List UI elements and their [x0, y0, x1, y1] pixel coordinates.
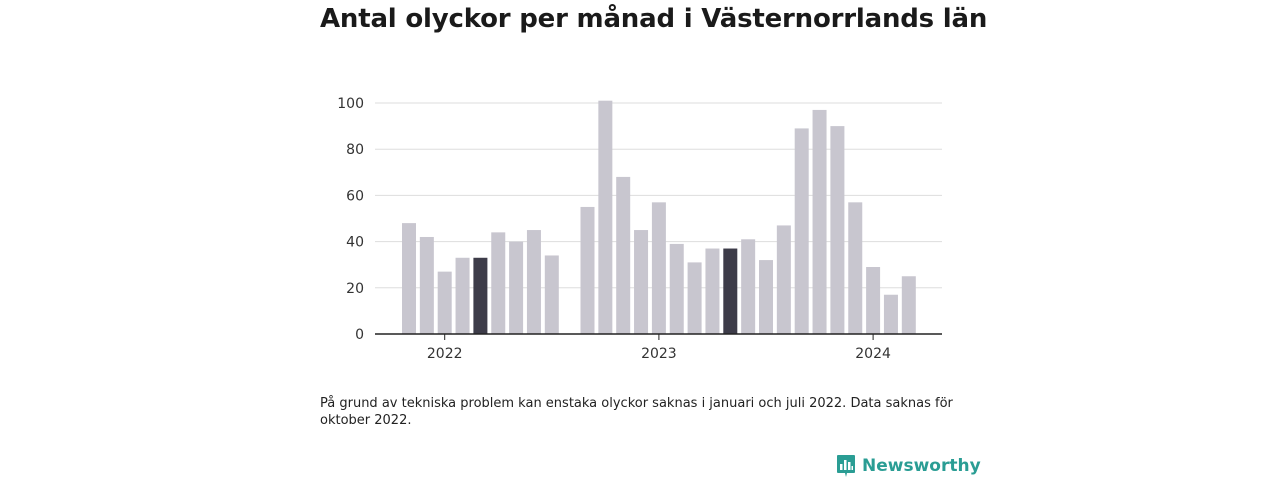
data-label: 25: [953, 0, 971, 4]
bar-chart: 0 20 40 60 80 100 2022 2023 2024 25: [337, 0, 971, 362]
bar: [812, 109, 827, 335]
bar: [687, 262, 702, 334]
y-tick-label: 0: [355, 327, 364, 343]
bar: [705, 248, 720, 334]
bar: [883, 294, 898, 334]
y-tick-label: 40: [346, 235, 364, 251]
bar: [402, 223, 416, 334]
bar: [794, 128, 809, 334]
bar: [651, 202, 666, 334]
bar: [616, 176, 631, 334]
bar: [473, 257, 488, 334]
brand-name: Newsworthy: [862, 456, 981, 476]
bar: [669, 243, 684, 334]
y-tick-label: 100: [337, 96, 364, 112]
bar: [526, 230, 541, 334]
bar: [723, 248, 738, 334]
y-tick-label: 60: [346, 188, 364, 204]
y-tick-label: 20: [346, 281, 364, 297]
bar: [437, 271, 452, 334]
bar: [580, 206, 595, 334]
bar: [848, 202, 863, 334]
bar: [901, 276, 916, 334]
footnote: På grund av tekniska problem kan enstaka…: [320, 396, 953, 428]
chart-title: Antal olyckor per månad i Västernorrland…: [320, 4, 988, 34]
x-tick-label: 2022: [427, 346, 463, 362]
bar: [598, 100, 613, 334]
bar: [741, 239, 756, 334]
bar: [830, 126, 845, 334]
bar: [455, 257, 470, 334]
bar: [776, 225, 791, 334]
bar: [491, 232, 506, 334]
bar: [866, 267, 881, 334]
y-tick-label: 80: [346, 142, 364, 158]
bar-chart-logo-icon: [837, 455, 855, 477]
bar: [419, 236, 434, 334]
bar: [634, 230, 649, 334]
brand-logo: Newsworthy: [836, 454, 981, 478]
bar: [544, 255, 559, 334]
x-tick-label: 2023: [641, 346, 677, 362]
bar: [759, 260, 773, 334]
x-tick-label: 2024: [855, 346, 891, 362]
bar: [509, 241, 524, 334]
